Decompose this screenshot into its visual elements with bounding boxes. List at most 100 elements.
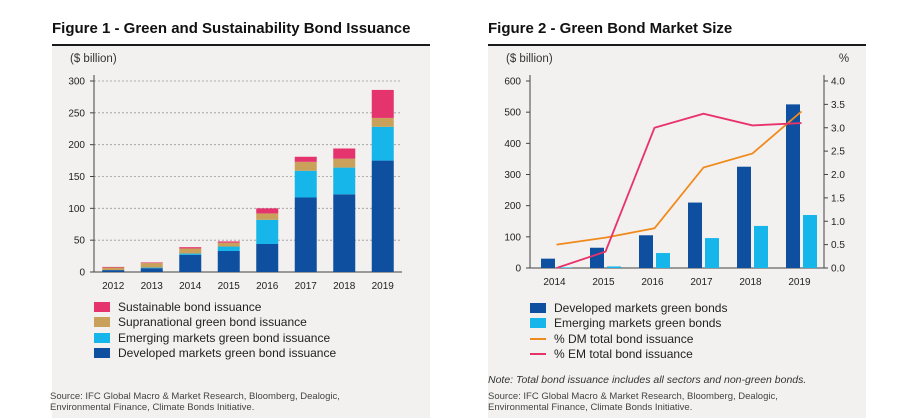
figure1-y-tick-label: 0	[79, 268, 85, 279]
figure1-bar-segment	[102, 270, 125, 272]
figure2-y-tick-label: 400	[504, 139, 521, 150]
figure1-source: Source: IFC Global Macro & Market Resear…	[50, 391, 340, 413]
figure2-bar	[754, 225, 768, 268]
figure2-bar	[656, 253, 670, 268]
figure1-x-tick-label: 2018	[333, 281, 356, 292]
figure2-y-tick-label: 500	[504, 108, 521, 119]
figure1-bar-segment	[256, 208, 279, 214]
figure2-source: Source: IFC Global Macro & Market Resear…	[488, 391, 778, 413]
figure1-background	[52, 46, 430, 418]
figure1-bar-segment	[371, 160, 394, 272]
figure2-panel: Figure 2 - Green Bond Market Size ($ bil…	[488, 10, 866, 418]
figure2-legend-item-label: Emerging markets green bonds	[554, 316, 722, 331]
figure2-bar	[607, 266, 621, 268]
figure2-y2-axis-label: %	[839, 53, 849, 65]
figure1-y-tick-label: 100	[68, 204, 85, 215]
figure1-bar-segment	[371, 126, 394, 161]
figure1-legend: Sustainable bond issuance Supranational g…	[94, 299, 336, 361]
figure1-title: Figure 1 - Green and Sustainability Bond…	[52, 20, 411, 37]
figure1-x-tick-label: 2014	[179, 281, 202, 292]
figure2-x-tick-label: 2018	[739, 277, 762, 288]
figure1-bar-segment	[217, 242, 240, 247]
figure2-y2-tick-label: 1.0	[831, 217, 845, 228]
figure1-legend-item-swatch	[94, 317, 110, 328]
figure2-y-tick-label: 100	[504, 232, 521, 243]
figure1-x-tick-label: 2016	[256, 281, 279, 292]
figure2-legend-item-label: % EM total bond issuance	[554, 347, 693, 362]
figure2-chart: ($ billion) % 0 100 200 300 400 500 600 0.0 0.5 1.0…	[504, 53, 849, 288]
figure2-x-tick-label: 2015	[592, 277, 615, 288]
figure2-y-tick-label: 600	[504, 77, 521, 88]
figure1-x-tick-label: 2013	[141, 281, 164, 292]
figure2-y-tick-label: 0	[515, 264, 521, 275]
figure2-y-tick-label: 300	[504, 170, 521, 181]
figure1-y-tick-label: 250	[68, 108, 85, 119]
figure2-legend-item: % EM total bond issuance	[530, 347, 727, 363]
figure2-bar	[786, 104, 800, 268]
figure2-y-tick-label: 200	[504, 201, 521, 212]
figure1-bar-segment	[256, 219, 279, 244]
figure2-x-tick-label: 2017	[690, 277, 713, 288]
figure2-bar	[688, 202, 702, 268]
figure2-legend-item-swatch	[530, 318, 546, 329]
figure1-bar-segment	[333, 194, 356, 272]
figure2-bar	[705, 238, 719, 268]
figure1-y-axis-label: ($ billion)	[70, 53, 117, 65]
figure2-source-line2: Environmental Finance, Climate Bonds Ini…	[488, 402, 693, 413]
figure1-y-tick-label: 50	[74, 236, 86, 247]
figure1-bar-segment	[294, 161, 317, 171]
figure2-title-rule	[488, 44, 866, 46]
figure2-legend-item: Developed markets green bonds	[530, 300, 727, 316]
figure1-bar-segment	[140, 268, 163, 272]
figure2-source-line1: Source: IFC Global Macro & Market Resear…	[488, 391, 778, 402]
figure1-bar-segment	[179, 248, 202, 254]
figure1-legend-item: Supranational green bond issuance	[94, 315, 336, 331]
figure2-note: Note: Total bond issuance includes all s…	[488, 374, 807, 386]
figure2-y2-tick-label: 2.5	[831, 147, 845, 158]
figure2-x-tick-label: 2016	[641, 277, 664, 288]
figure2-y2-tick-label: 3.5	[831, 100, 845, 111]
figure2-legend-item-swatch	[530, 302, 546, 313]
figure1-legend-item: Developed markets green bond issuance	[94, 346, 336, 362]
figure1-chart: ($ billion) 0 50 100 150 200 250 300 2012 2013 201…	[68, 53, 402, 292]
figure2-y2-tick-label: 2.0	[831, 170, 845, 181]
figure1-bar-segment	[140, 262, 163, 264]
figure1-bar-segment	[371, 117, 394, 127]
figure1-bar-segment	[217, 246, 240, 251]
figure1-legend-item-swatch	[94, 301, 110, 312]
figure1-bar-segment	[294, 170, 317, 198]
figure1-y-tick-label: 200	[68, 140, 85, 151]
figure2-legend: Developed markets green bonds Emerging ma…	[530, 300, 727, 362]
figure2-line-series	[556, 110, 803, 246]
figure1-legend-item-swatch	[94, 348, 110, 359]
figure1-title-rule	[52, 44, 430, 46]
figure1-bar-segment	[371, 89, 394, 118]
figure2-legend-item-label: % DM total bond issuance	[554, 331, 694, 346]
figure1-bar-segment	[179, 247, 202, 249]
figure1-legend-item-label: Developed markets green bond issuance	[118, 346, 337, 361]
figure2-bar	[541, 258, 555, 268]
figure1-bar-segment	[217, 250, 240, 272]
figure2-line-series	[556, 112, 802, 269]
figure1-bar-segment	[102, 267, 125, 271]
figure1-bar-segment	[333, 158, 356, 168]
figure2-y2-tick-label: 0.5	[831, 240, 845, 251]
figure1-bar-segment	[294, 156, 317, 162]
figure2-bar	[558, 267, 572, 268]
figure2-legend-item: % DM total bond issuance	[530, 331, 727, 347]
figure2-y2-tick-label: 3.0	[831, 123, 845, 134]
figure2-bar	[639, 235, 653, 268]
figure2-x-tick-label: 2019	[788, 277, 811, 288]
figure1-legend-item-label: Sustainable bond issuance	[118, 299, 262, 314]
figure1-x-tick-label: 2019	[372, 281, 395, 292]
figure1-legend-item: Emerging markets green bond issuance	[94, 330, 336, 346]
figure2-x-tick-label: 2014	[543, 277, 566, 288]
figure1-bar-segment	[102, 266, 125, 268]
figure1-legend-item: Sustainable bond issuance	[94, 299, 336, 315]
figure2-legend-item-label: Developed markets green bonds	[554, 300, 728, 315]
figure1-panel: Figure 1 - Green and Sustainability Bond…	[50, 10, 430, 418]
figure2-bar	[590, 247, 604, 268]
figure1-bar-segment	[179, 253, 202, 255]
figure1-legend-item-swatch	[94, 332, 110, 343]
figure2-title: Figure 2 - Green Bond Market Size	[488, 20, 733, 37]
